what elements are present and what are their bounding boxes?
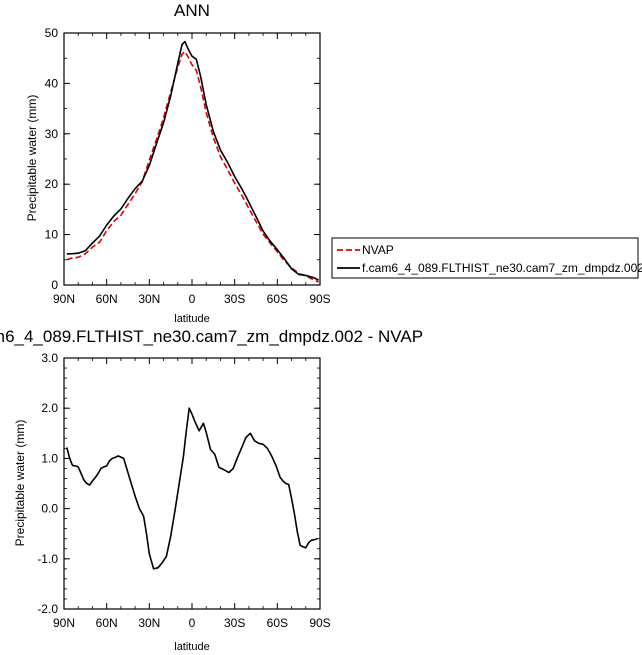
panel-0-xtick-label: 30S [224,292,245,306]
panel-1-ytick-label: -2.0 [37,602,58,616]
panel-1-xtick-label: 90S [309,616,330,630]
panel-0-ytick-label: 20 [45,177,59,191]
panel-0-xtick-label: 90S [309,292,330,306]
panel-0-xtick-label: 0 [189,292,196,306]
legend-label-nvap: NVAP [362,243,394,257]
legend-box [331,237,639,279]
panel-bottom-xlabel: latitude [174,641,209,653]
panel-0-xtick-label: 90N [53,292,75,306]
panel-top-climatology: ANN 90N 60N 30N 0 30S 60S 90S 0 10 20 30 40 50 latit… [25,1,331,325]
legend: NVAP f.cam6_4_089.FLTHIST_ne30.cam7_zm_d… [331,237,642,279]
panel-1-xtick-label: 30S [224,616,245,630]
panel-1-ytick-label: 3.0 [41,351,58,365]
panel-bottom-ylabel: Precipitable water (mm) [13,420,27,547]
panel-1-ytick-label: -1.0 [37,552,58,566]
panel-1-xtick-label: 0 [189,616,196,630]
panel-0-ytick-label: 30 [45,127,59,141]
panel-1-xtick-label: 30N [138,616,160,630]
panel-0-xtick-label: 30N [138,292,160,306]
panel-1-xtick-label: 60N [96,616,118,630]
bottom-plot-area: 90N 60N 30N 0 30S 60S 90S -2.0 -1.0 0.0 1.0 2.0 3.0 [37,351,330,630]
panel-bottom-title: cam6_4_089.FLTHIST_ne30.cam7_zm_dmpdz.00… [0,327,423,346]
panel-1-series-0-line [66,407,318,570]
panel-1-xtick-label: 60S [267,616,288,630]
panel-1-frame [63,357,321,610]
panel-0-xtick-label: 60N [96,292,118,306]
panel-1-ytick-label: 2.0 [41,401,58,415]
panel-top-title: ANN [174,1,210,20]
panel-1-ytick-label: 0.0 [41,502,58,516]
panel-top-xlabel: latitude [174,313,209,325]
panel-1-ytick-label: 1.0 [41,451,58,465]
top-plot-area: 90N 60N 30N 0 30S 60S 90S 0 10 20 30 40 50 [45,26,331,306]
legend-label-model: f.cam6_4_089.FLTHIST_ne30.cam7_zm_dmpdz.… [362,261,642,275]
panel-1-xtick-label: 90N [53,616,75,630]
panel-0-ytick-label: 0 [51,278,58,292]
panel-0-ytick-label: 50 [45,26,59,40]
panel-0-ytick-label: 10 [45,228,59,242]
panel-0-ytick-label: 40 [45,76,59,90]
panel-0-series-1-line [66,40,319,281]
panel-0-xtick-label: 60S [267,292,288,306]
panel-0-frame [63,32,321,286]
panel-top-ylabel: Precipitable water (mm) [25,95,39,222]
panel-bottom-difference: cam6_4_089.FLTHIST_ne30.cam7_zm_dmpdz.00… [0,327,423,653]
panel-0-series-0-line [66,50,319,283]
